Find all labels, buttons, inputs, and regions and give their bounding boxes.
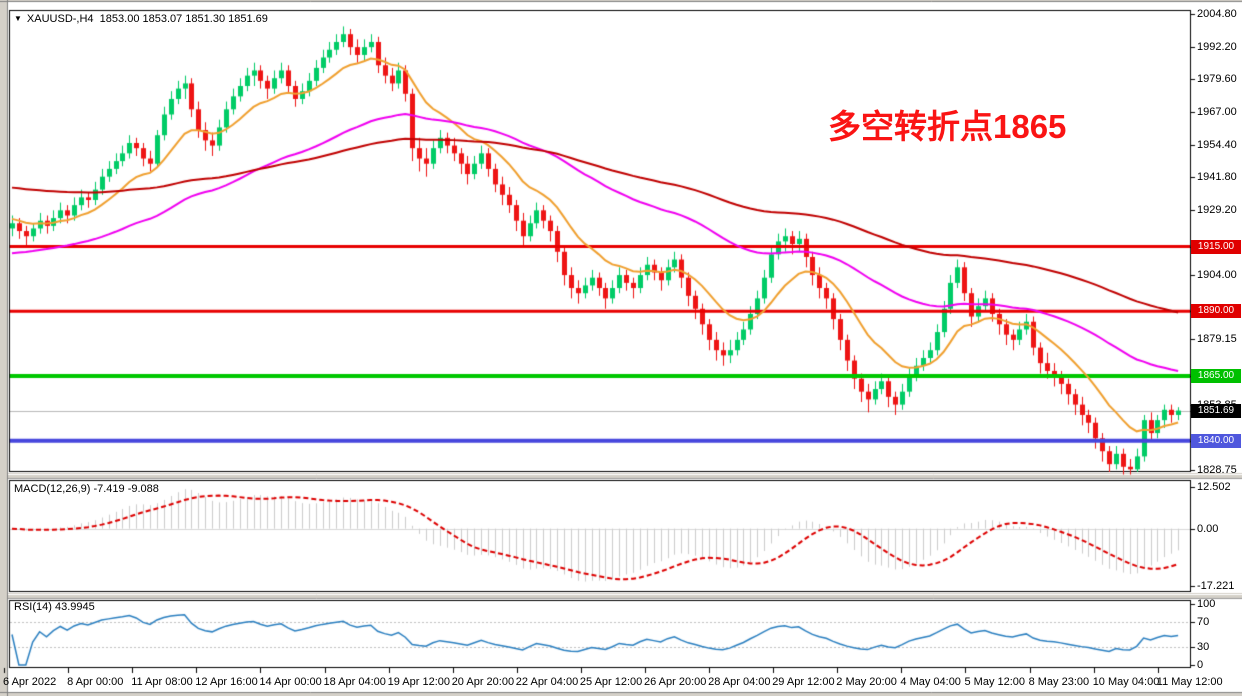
macd-tick-label: -17.221 [1197,580,1235,592]
macd-tick-label: 12.502 [1197,481,1231,493]
symbol-dropdown-icon[interactable]: ▼ [14,14,22,23]
macd-indicator-label: MACD(12,26,9) -7.419 -9.088 [14,483,159,495]
price-tick-label: 2004.80 [1197,8,1237,20]
price-level-badge: 1865.00 [1191,369,1241,384]
price-tick-label: 1879.15 [1197,333,1237,346]
rsi-tick-label: 30 [1197,640,1210,653]
date-axis-label: 26 Apr 20:00 [644,676,707,688]
price-level-badge: 1890.00 [1191,304,1241,319]
annotation-text: 多空转折点1865 [828,108,1067,145]
date-axis-label: 4 May 04:00 [900,676,961,688]
rsi-tick-label: 70 [1197,616,1210,629]
date-axis-label: 5 May 12:00 [964,676,1026,688]
price-tick-label: 1904.00 [1197,269,1237,282]
rsi-tick-label: 0 [1197,659,1204,671]
date-axis-label: 10 May 04:00 [1092,676,1160,688]
date-axis-label: 19 Apr 12:00 [387,676,450,688]
macd-axis[interactable] [1190,480,1242,592]
date-axis-label: 28 Apr 04:00 [708,676,771,688]
macd-tick-label: 0.00 [1197,522,1219,535]
symbol-period-label: ▼ XAUUSD-,H4 1853.00 1853.07 1851.30 1851… [14,13,268,25]
price-level-badge: 1851.69 [1191,403,1241,418]
rsi-tick-label: 100 [1197,598,1216,610]
date-axis-label: 11 Apr 08:00 [131,676,193,688]
date-axis-label: 22 Apr 04:00 [515,676,579,688]
date-axis-label: 18 Apr 04:00 [323,676,386,688]
price-tick-label: 1954.40 [1197,138,1237,151]
price-tick-label: 1941.80 [1197,171,1237,184]
date-axis-label: 8 Apr 00:00 [67,676,124,688]
date-axis-label: 2 May 20:00 [836,676,897,688]
price-level-badge: 1840.00 [1191,433,1241,448]
ohlc-quote: 1853.00 1853.07 1851.30 1851.69 [99,13,268,25]
rsi-indicator-label: RSI(14) 43.9945 [14,601,95,613]
date-axis-label: 12 Apr 16:00 [195,676,258,688]
date-axis-label: 11 May 12:00 [1156,676,1223,688]
price-tick-label: 1828.75 [1197,464,1237,476]
date-axis[interactable]: 6 Apr 2022 8 Apr 00:00 11 Apr 08:00 12 Apr … [0,670,1242,694]
date-axis-label: 20 Apr 20:00 [451,676,515,688]
date-axis-label: 25 Apr 12:00 [579,676,643,688]
date-axis-label: 6 Apr 2022 [3,676,57,688]
symbol-name: XAUUSD-,H4 [26,13,94,25]
date-axis-label: 8 May 23:00 [1028,676,1090,688]
date-axis-label: 29 Apr 12:00 [772,676,835,688]
price-tick-label: 1992.20 [1197,40,1237,53]
price-tick-label: 1967.00 [1197,105,1237,118]
price-tick-label: 1929.20 [1197,203,1237,216]
price-tick-label: 1979.60 [1197,73,1237,86]
price-level-badge: 1915.00 [1191,239,1241,254]
date-axis-label: 14 Apr 00:00 [259,676,322,688]
